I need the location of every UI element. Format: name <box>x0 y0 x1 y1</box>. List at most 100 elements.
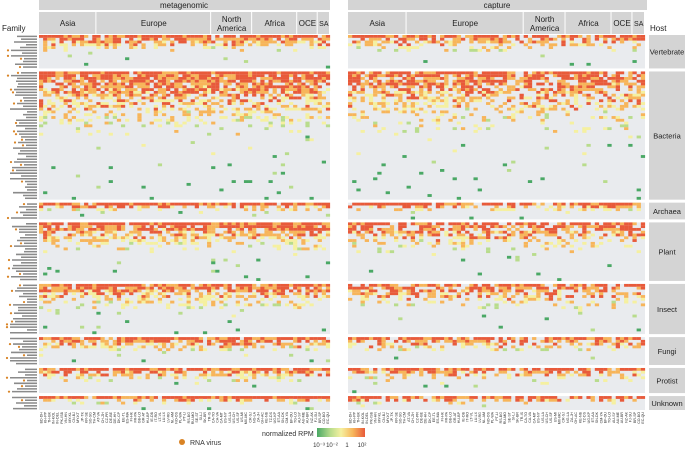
heatmap-cell <box>348 297 353 301</box>
heatmap-cell <box>540 230 545 234</box>
heatmap-cell <box>561 90 566 94</box>
heatmap-cell <box>364 295 370 298</box>
heatmap-cell <box>486 337 491 340</box>
heatmap-cell <box>161 202 167 206</box>
heatmap-cell <box>389 71 395 75</box>
heatmap-cell <box>431 253 436 256</box>
heatmap-cell <box>170 233 175 237</box>
heatmap-cell <box>79 40 85 44</box>
heatmap-cell <box>202 40 208 44</box>
heatmap-cell <box>325 82 331 86</box>
heatmap-cell <box>410 342 416 346</box>
heatmap-cell <box>161 88 167 92</box>
heatmap-cell <box>582 208 587 212</box>
heatmap-cell <box>55 82 60 86</box>
heatmap-cell <box>527 104 533 108</box>
heatmap-cell <box>309 283 314 287</box>
heatmap-cell <box>360 99 365 103</box>
heatmap-cell <box>423 79 428 83</box>
heatmap-cell <box>256 40 261 44</box>
heatmap-cell <box>325 345 331 349</box>
heatmap-cell <box>43 77 48 80</box>
heatmap-cell <box>419 283 424 287</box>
heatmap-cell <box>129 77 134 80</box>
heatmap-cell <box>202 110 208 114</box>
heatmap-cell <box>252 233 257 237</box>
heatmap-cell <box>448 295 453 298</box>
heatmap-cell <box>92 331 97 335</box>
heatmap-cell <box>452 82 457 86</box>
heatmap-cell <box>239 113 245 117</box>
heatmap-cell <box>536 96 541 100</box>
heatmap-cell <box>582 37 587 41</box>
heatmap-cell <box>431 233 436 237</box>
column-label: PL-WA <box>179 411 183 423</box>
heatmap-cell <box>43 337 48 340</box>
heatmap-cell <box>389 227 395 231</box>
heatmap-cell <box>289 96 294 100</box>
heatmap-cell <box>243 367 249 371</box>
heatmap-cell <box>256 289 261 293</box>
heatmap-cell <box>402 37 407 41</box>
heatmap-cell <box>456 337 462 340</box>
heatmap-cell <box>63 373 68 377</box>
heatmap-cell <box>84 71 89 75</box>
heatmap-cell <box>494 71 499 75</box>
heatmap-cell <box>368 71 374 75</box>
heatmap-cell <box>211 71 216 75</box>
heatmap-cell <box>174 241 179 245</box>
heatmap-cell <box>305 222 310 226</box>
heatmap-cell <box>79 79 85 83</box>
heatmap-cell <box>202 367 208 371</box>
heatmap-cell <box>460 367 466 371</box>
heatmap-cell <box>594 367 600 371</box>
heatmap-cell <box>532 283 537 287</box>
heatmap-cell <box>519 230 524 234</box>
heatmap-cell <box>557 398 562 402</box>
heatmap-cell <box>360 297 365 301</box>
heatmap-cell <box>410 286 416 290</box>
heatmap-cell <box>235 43 240 47</box>
rna-virus-marker-icon <box>9 244 13 248</box>
heatmap-cell <box>256 278 261 281</box>
heatmap-cell <box>402 230 407 234</box>
heatmap-cell <box>43 236 48 240</box>
heatmap-cell <box>423 227 428 231</box>
heatmap-cell <box>276 339 281 343</box>
heatmap-cell <box>157 367 163 371</box>
heatmap-cell <box>88 205 93 209</box>
heatmap-cell <box>356 233 361 237</box>
heatmap-cell <box>252 396 257 399</box>
heatmap-cell <box>594 71 600 75</box>
heatmap-cell <box>211 289 216 293</box>
heatmap-cell <box>157 96 163 100</box>
heatmap-cell <box>578 283 583 287</box>
heatmap-cell <box>39 222 44 226</box>
region-label: Europe <box>452 19 478 28</box>
heatmap-cell <box>469 37 474 41</box>
heatmap-cell <box>419 35 424 38</box>
heatmap-cell <box>133 337 138 340</box>
heatmap-cell <box>406 71 411 75</box>
heatmap-cell <box>494 348 499 352</box>
heatmap-cell <box>624 345 629 349</box>
heatmap-cell <box>133 40 138 44</box>
heatmap-cell <box>59 71 64 75</box>
heatmap-cell <box>321 104 326 108</box>
heatmap-cell <box>394 74 399 78</box>
heatmap-cell <box>239 37 245 41</box>
heatmap-cell <box>406 348 411 352</box>
heatmap-cell <box>527 283 533 287</box>
heatmap-cell <box>444 295 449 298</box>
heatmap-cell <box>619 71 625 75</box>
heatmap-cell <box>368 37 374 41</box>
heatmap-cell <box>640 82 646 86</box>
heatmap-cell <box>190 222 195 226</box>
heatmap-cell <box>603 205 608 209</box>
heatmap-cell <box>398 208 403 212</box>
heatmap-cell <box>624 96 629 100</box>
heatmap-cell <box>256 82 261 86</box>
heatmap-cell <box>207 46 212 49</box>
heatmap-cell <box>51 367 56 371</box>
heatmap-cell <box>112 289 117 293</box>
